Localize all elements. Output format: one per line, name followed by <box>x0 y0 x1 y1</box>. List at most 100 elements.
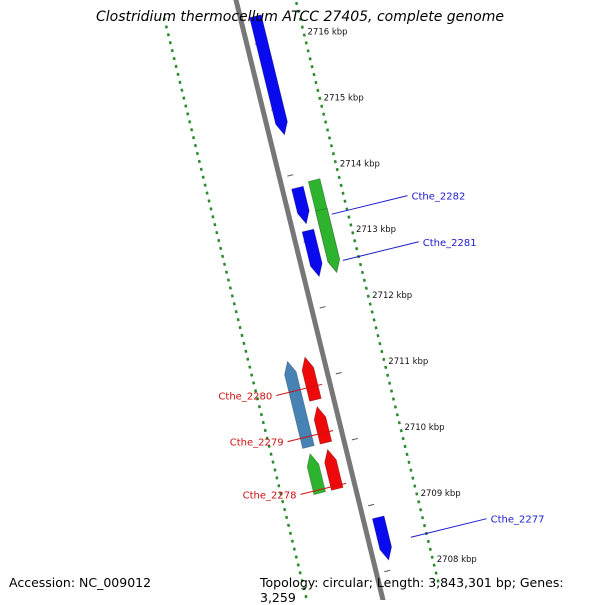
gc-content-dash <box>211 215 215 219</box>
gc-content-dash <box>242 341 246 346</box>
gc-content-dash <box>288 531 293 535</box>
gc-content-dash <box>285 515 289 520</box>
gene-arrow <box>284 360 315 449</box>
gc-content-dash <box>265 436 269 441</box>
gc-content-dash <box>286 523 291 528</box>
gc-content-dash <box>271 460 275 464</box>
gc-content-dash <box>234 310 238 314</box>
gc-skew-dash <box>320 104 324 108</box>
gc-content-dash <box>226 278 230 282</box>
gc-content-dash <box>180 88 184 92</box>
gc-content-dash <box>199 167 203 172</box>
gc-skew-dash <box>391 397 396 401</box>
gene-label-leader <box>410 518 487 538</box>
gc-content-dash <box>195 151 199 156</box>
gc-skew-dash <box>413 484 417 488</box>
gc-skew-dash <box>360 270 365 275</box>
gene-arrow <box>313 405 333 445</box>
gc-skew-dash <box>403 444 407 449</box>
gene-label-leader <box>342 241 419 261</box>
gc-content-dash <box>294 555 298 559</box>
gc-content-dash <box>275 476 279 480</box>
gc-skew-dash <box>368 302 372 306</box>
gc-skew-dash <box>419 508 423 512</box>
gc-content-dash <box>162 17 167 21</box>
kbp-tick-label: 2709 kbp <box>421 489 461 499</box>
gc-skew-dash <box>333 159 337 164</box>
gc-content-dash <box>246 357 250 361</box>
gc-content-dash <box>186 112 190 116</box>
gc-skew-dash <box>384 365 388 370</box>
gc-content-dash <box>224 270 229 274</box>
gc-skew-dash <box>324 120 328 124</box>
gc-content-dash <box>269 452 273 456</box>
gc-content-dash <box>221 254 225 259</box>
gc-skew-dash <box>388 381 392 385</box>
gc-skew-dash <box>389 389 394 393</box>
gc-content-dash <box>281 499 285 504</box>
gc-skew-dash <box>370 310 374 314</box>
gc-content-dash <box>290 539 294 543</box>
gc-content-dash <box>296 563 300 567</box>
gc-skew-dash <box>409 468 413 472</box>
gc-content-dash <box>250 373 254 377</box>
gc-skew-dash <box>417 500 421 504</box>
gc-content-dash <box>207 199 211 203</box>
kbp-tick-label: 2715 kbp <box>324 93 364 103</box>
gc-skew-dash <box>366 294 370 298</box>
gene-label-leader <box>276 383 323 396</box>
gc-content-dash <box>302 586 306 591</box>
gc-content-dash <box>170 48 174 53</box>
gc-skew-dash <box>314 80 318 85</box>
gc-skew-dash <box>339 183 343 188</box>
gc-skew-dash <box>347 215 351 219</box>
gc-content-dash <box>267 444 271 448</box>
gc-content-dash <box>172 56 176 61</box>
gc-content-dash <box>254 389 258 393</box>
gc-skew-dash <box>426 539 430 544</box>
gc-content-dash <box>240 333 244 338</box>
gc-content-dash <box>236 317 240 322</box>
gc-skew-dash <box>302 33 306 37</box>
gc-skew-dash <box>407 460 411 464</box>
kbp-tick-label: 2708 kbp <box>437 555 477 565</box>
gc-content-dash <box>238 325 242 330</box>
gc-skew-dash <box>372 318 376 322</box>
gc-skew-dash <box>351 231 355 235</box>
gene-arrow <box>301 228 323 278</box>
kbp-tick <box>319 306 326 309</box>
gc-content-dash <box>248 365 252 369</box>
gc-skew-dash <box>430 555 434 559</box>
gc-skew-dash <box>434 571 438 575</box>
gc-skew-dash <box>341 191 345 195</box>
gc-skew-dash <box>337 175 341 180</box>
gc-skew-dash <box>331 152 335 156</box>
gc-skew-dash <box>326 128 330 132</box>
gc-skew-dash <box>362 278 366 283</box>
gene-arrow <box>291 185 310 225</box>
gc-skew-dash <box>393 405 397 409</box>
gc-content-dash <box>230 294 234 298</box>
gc-content-dash <box>174 64 178 69</box>
map-title: Clostridium thermocellum ATCC 27405, com… <box>96 9 504 25</box>
gc-skew-dash <box>310 65 314 69</box>
gc-skew-dash <box>397 421 401 425</box>
gene-label-leader <box>287 429 334 443</box>
gc-skew-dash <box>308 57 312 61</box>
gc-content-dash <box>232 302 236 306</box>
gc-content-dash <box>191 135 196 140</box>
gc-content-dash <box>228 286 232 290</box>
gc-content-dash <box>273 468 277 472</box>
gene-label: Cthe_2281 <box>423 238 477 249</box>
gc-content-dash <box>252 381 256 385</box>
gene-cthe_2277 <box>371 515 393 562</box>
kbp-tick-label: 2712 kbp <box>372 291 412 301</box>
gc-skew-dash <box>364 286 368 290</box>
accession-text: Accession: NC_009012 <box>9 575 152 590</box>
gene-label-leader <box>331 195 408 215</box>
gc-skew-dash <box>395 413 399 417</box>
gc-skew-dash <box>343 199 347 203</box>
gene-cthe_2281 <box>315 207 341 274</box>
gc-skew-dash <box>374 326 378 330</box>
